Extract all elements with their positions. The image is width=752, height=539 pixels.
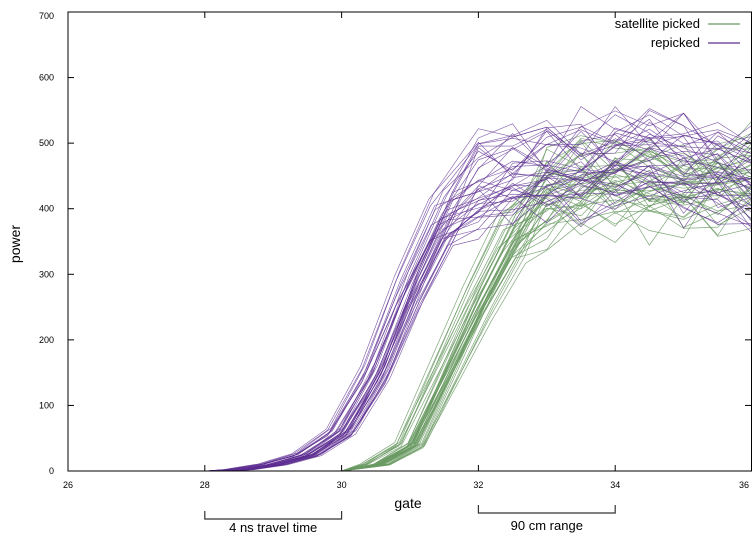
x-tick-label: 30 [337, 480, 347, 490]
repicked-trace [204, 118, 752, 472]
axes-layer: 26 28 30 32 34 36 0 100 200 300 400 500 600 700 [39, 11, 752, 490]
x-tick-label: 34 [610, 480, 620, 490]
y-axis-label: power [7, 225, 23, 263]
bracket-label: 4 ns travel time [229, 520, 317, 534]
repicked-trace [204, 165, 752, 472]
x-tick-label: 36 [739, 480, 749, 490]
repicked-trace [204, 135, 752, 472]
bracket-line [204, 511, 343, 520]
repicked-trace [204, 132, 752, 472]
satellite-picked-trace [204, 182, 752, 472]
repicked-trace [204, 106, 752, 472]
traces-layer [204, 106, 752, 472]
satellite-picked-trace [204, 180, 752, 472]
x-axis-label: gate [394, 495, 421, 511]
repicked-trace [204, 165, 752, 472]
satellite-picked-trace [204, 183, 752, 472]
y-tick-label: 0 [49, 466, 54, 476]
repicked-trace [204, 171, 752, 472]
repicked-trace [204, 150, 752, 472]
y-tick-label: 200 [39, 335, 54, 345]
repicked-trace [204, 127, 752, 472]
satellite-picked-trace [204, 181, 752, 472]
range-bracket: 4 ns travel time [204, 511, 343, 535]
repicked-trace [204, 112, 752, 472]
x-tick-label: 28 [200, 480, 210, 490]
repicked-trace [204, 182, 752, 472]
bracket-line [477, 505, 616, 514]
repicked-trace [204, 106, 752, 472]
y-tick-label: 400 [39, 204, 54, 214]
bracket-label: 90 cm range [511, 518, 583, 533]
legend-label: repicked [651, 35, 700, 50]
y-tick-label: 100 [39, 400, 54, 410]
y-tick-label: 300 [39, 269, 54, 279]
y-tick-label: 500 [39, 138, 54, 148]
x-tick-label: 32 [473, 480, 483, 490]
legend: satellite picked repicked [615, 16, 740, 50]
x-tick-label: 26 [63, 480, 73, 490]
satellite-picked-trace [204, 193, 752, 472]
range-bracket: 90 cm range [477, 505, 616, 533]
repicked-trace [204, 133, 752, 472]
repicked-trace [204, 182, 752, 472]
annotations: 4 ns travel time 90 cm range [204, 505, 616, 535]
repicked-trace [204, 131, 752, 472]
legend-label: satellite picked [615, 16, 700, 31]
y-tick-label: 700 [39, 11, 54, 21]
y-tick-label: 600 [39, 73, 54, 83]
repicked-trace [204, 108, 752, 472]
satellite-picked-trace [204, 132, 752, 472]
repicked-trace [204, 134, 752, 472]
